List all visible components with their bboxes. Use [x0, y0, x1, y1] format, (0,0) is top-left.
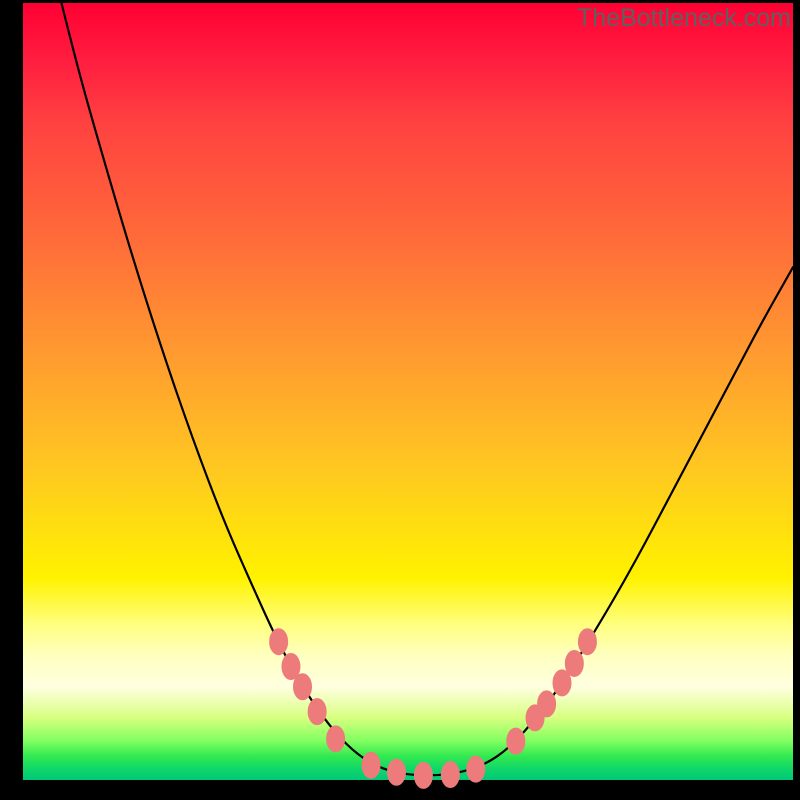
plot-gradient-area — [23, 3, 793, 780]
watermark-text: TheBottleneck.com — [577, 4, 791, 33]
chart-stage: TheBottleneck.com — [0, 0, 800, 800]
